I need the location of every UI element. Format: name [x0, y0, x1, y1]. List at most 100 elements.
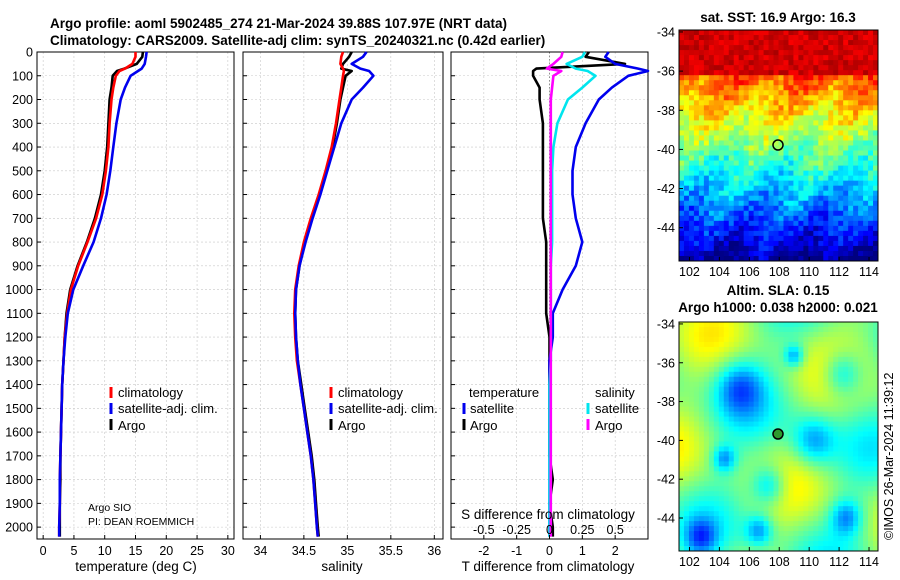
- sst-pixel: [768, 220, 774, 227]
- sla-pixel: [778, 506, 784, 512]
- sla-pixel: [688, 322, 695, 328]
- sst-pixel: [788, 235, 794, 242]
- sla-pixel: [733, 426, 740, 432]
- sla-pixel: [788, 411, 794, 417]
- sst-pixel: [813, 125, 819, 131]
- sst-pixel: [848, 145, 854, 151]
- sst-pixel: [748, 150, 755, 156]
- sst-pixel: [868, 125, 874, 131]
- sla-pixel: [713, 376, 720, 383]
- sla-pixel: [708, 486, 715, 492]
- sst-pixel: [848, 140, 854, 146]
- sst-pixel: [783, 120, 789, 126]
- sla-pixel: [808, 341, 814, 348]
- sst-pixel: [768, 250, 774, 257]
- map-x-tick-label: 112: [829, 555, 849, 569]
- sla-pixel: [693, 371, 700, 378]
- sst-pixel: [773, 130, 779, 136]
- sst-pixel: [838, 245, 844, 252]
- sla-pixel: [773, 326, 779, 333]
- x-tick-label: 5: [70, 544, 77, 558]
- sla-pixel: [868, 481, 874, 487]
- sst-pixel: [838, 90, 844, 96]
- sla-pixel: [708, 431, 715, 437]
- sst-pixel: [803, 50, 809, 56]
- sst-pixel: [848, 150, 854, 156]
- sla-pixel: [768, 336, 774, 343]
- sst-pixel: [698, 30, 705, 36]
- sla-pixel: [798, 371, 804, 378]
- sst-pixel: [693, 90, 700, 96]
- sst-pixel: [733, 95, 740, 101]
- sst-pixel: [853, 120, 859, 126]
- sla-pixel: [723, 546, 730, 552]
- sla-pixel: [873, 461, 879, 467]
- sla-pixel: [733, 506, 740, 512]
- sst-pixel: [723, 250, 730, 257]
- sst-pixel: [733, 70, 740, 76]
- sst-pixel: [838, 140, 844, 146]
- sst-pixel: [708, 45, 715, 51]
- sla-pixel: [873, 331, 879, 338]
- sst-pixel: [713, 245, 720, 252]
- sla-pixel: [688, 371, 695, 378]
- sst-pixel: [708, 105, 715, 111]
- sla-pixel: [763, 436, 769, 442]
- sla-pixel: [808, 451, 814, 457]
- sst-pixel: [753, 75, 760, 81]
- sla-pixel: [763, 371, 769, 378]
- sla-pixel: [688, 406, 695, 413]
- sla-pixel: [828, 461, 834, 467]
- sla-pixel: [723, 416, 730, 422]
- sla-pixel: [728, 546, 735, 552]
- sla-pixel: [843, 496, 849, 502]
- sla-pixel: [723, 516, 730, 522]
- sla-pixel: [748, 456, 755, 462]
- sst-pixel: [798, 90, 804, 96]
- sla-pixel: [743, 461, 750, 467]
- sla-pixel: [823, 406, 829, 413]
- sst-pixel: [788, 70, 794, 76]
- sla-pixel: [873, 491, 879, 497]
- sst-pixel: [703, 225, 710, 232]
- sst-pixel: [828, 130, 834, 136]
- sla-pixel: [693, 516, 700, 522]
- sla-pixel: [868, 341, 874, 348]
- sla-pixel: [793, 326, 799, 333]
- sla-pixel: [843, 336, 849, 343]
- sla-pixel: [768, 366, 774, 373]
- sst-pixel: [728, 155, 735, 161]
- sst-pixel: [873, 240, 879, 247]
- sst-pixel: [788, 95, 794, 101]
- sla-pixel: [708, 411, 715, 417]
- sla-pixel: [763, 416, 769, 422]
- sla-pixel: [783, 322, 789, 328]
- sla-pixel: [743, 496, 750, 502]
- sst-pixel: [713, 160, 720, 166]
- sla-pixel: [873, 516, 879, 522]
- sla-pixel: [753, 511, 760, 517]
- sst-pixel: [743, 50, 750, 56]
- sla-pixel: [863, 461, 869, 467]
- sla-pixel: [783, 336, 789, 343]
- sla-pixel: [679, 336, 685, 343]
- sla-pixel: [688, 341, 695, 348]
- sla-pixel: [798, 391, 804, 398]
- sst-pixel: [783, 50, 789, 56]
- sst-pixel: [713, 65, 720, 71]
- map-y-tick-label: -44: [657, 221, 675, 235]
- sla-pixel: [768, 486, 774, 492]
- sst-pixel: [793, 70, 799, 76]
- sst-pixel: [858, 130, 864, 136]
- sla-pixel: [778, 341, 784, 348]
- sla-pixel: [868, 491, 874, 497]
- sla-pixel: [793, 441, 799, 447]
- sla-pixel: [843, 536, 849, 542]
- sst-pixel: [698, 200, 705, 207]
- sla-pixel: [693, 366, 700, 373]
- sst-pixel: [813, 165, 819, 172]
- sst-pixel: [783, 35, 789, 41]
- sla-pixel: [713, 531, 720, 537]
- sla-pixel: [843, 351, 849, 358]
- sla-pixel: [698, 526, 705, 532]
